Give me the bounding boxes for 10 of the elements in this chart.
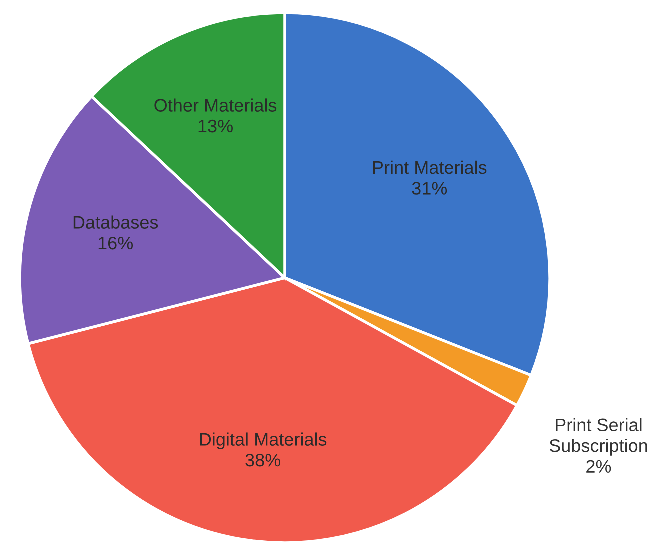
- data-label: 16%: [98, 236, 134, 250]
- data-label: 38%: [246, 454, 281, 467]
- data-label: 31%: [412, 182, 448, 195]
- slice-label: Print Serial Subscription: [550, 418, 648, 456]
- data-label: 2%: [586, 460, 612, 473]
- slice-label: Digital Materials: [200, 432, 327, 450]
- slice-label: Print Materials: [373, 160, 487, 174]
- slice-label: Other Materials: [154, 98, 277, 112]
- slice-label: Databases: [74, 216, 158, 229]
- data-label: 13%: [198, 120, 233, 133]
